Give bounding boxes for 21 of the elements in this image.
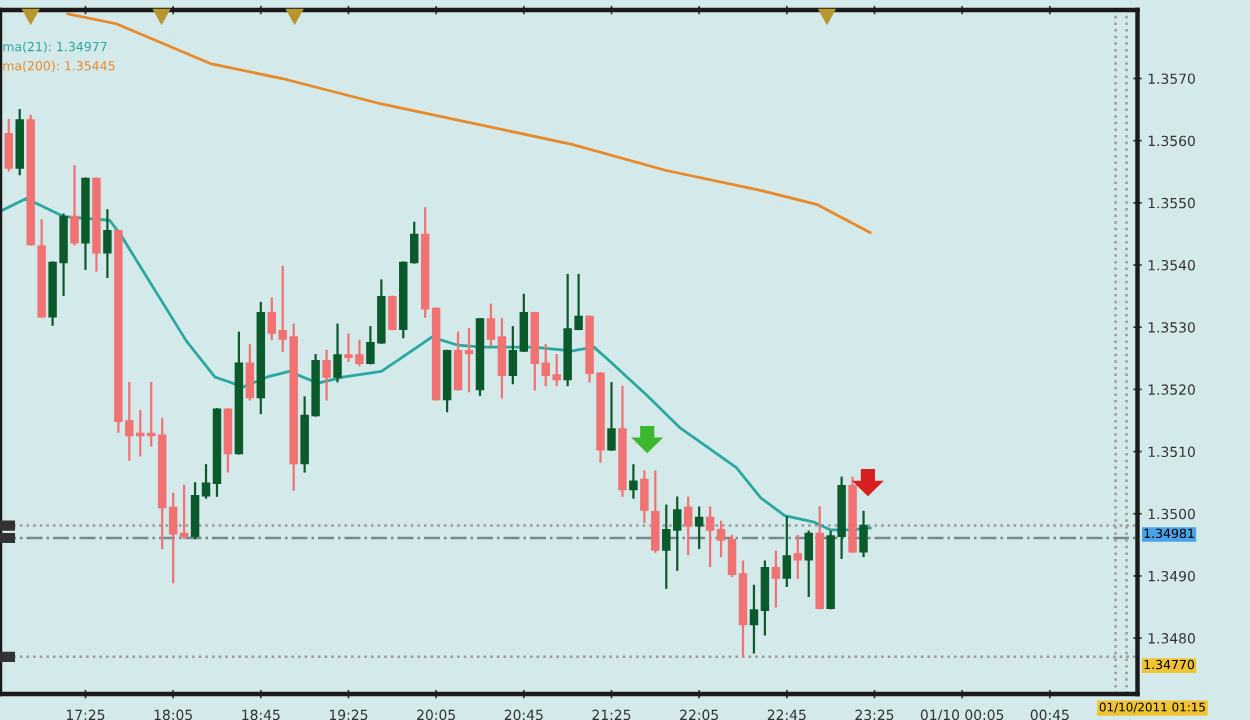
candlestick xyxy=(607,382,616,451)
candlestick xyxy=(4,119,13,172)
candlestick xyxy=(640,470,649,523)
line-series xyxy=(0,197,872,532)
candlestick xyxy=(683,496,693,556)
candlestick xyxy=(70,165,79,246)
candlestick xyxy=(782,516,792,587)
candlestick xyxy=(333,323,342,383)
candlestick xyxy=(629,464,638,499)
candlestick xyxy=(804,530,813,597)
candlestick xyxy=(793,535,803,579)
candlestick xyxy=(388,295,397,331)
candlestick xyxy=(15,109,24,176)
candlestick xyxy=(859,510,868,558)
candlestick xyxy=(651,470,660,553)
candlestick xyxy=(694,506,704,550)
candlestick xyxy=(245,344,255,401)
candlestick xyxy=(322,349,331,401)
candlestick xyxy=(223,408,233,473)
candlestick xyxy=(103,209,112,278)
candlestick xyxy=(771,550,781,608)
